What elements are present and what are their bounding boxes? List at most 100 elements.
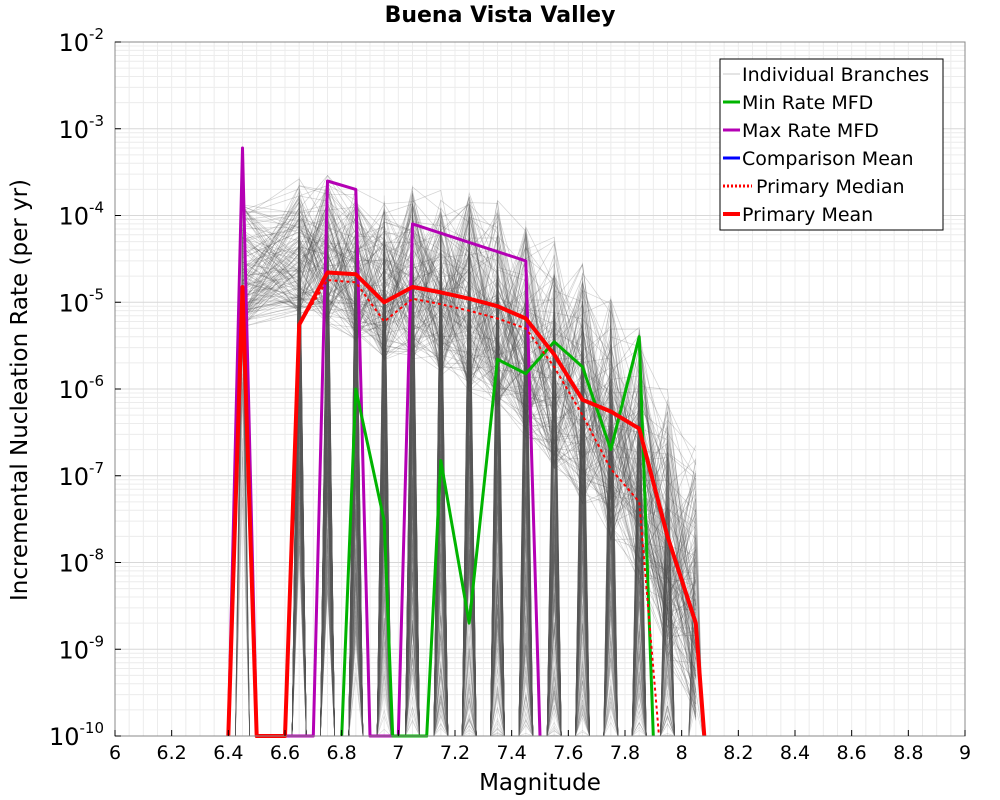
branch-line xyxy=(242,182,697,584)
branch-line xyxy=(242,245,696,615)
branch-line xyxy=(242,182,697,719)
branch-line xyxy=(242,183,697,677)
y-tick-label: 10-5 xyxy=(58,285,104,317)
branch-line xyxy=(242,226,697,621)
branch-line xyxy=(242,195,696,637)
branch-line xyxy=(242,236,697,633)
branch-line xyxy=(242,204,697,616)
y-tick-label: 10-9 xyxy=(58,632,104,664)
branch-line xyxy=(242,188,696,583)
branch-line xyxy=(242,247,697,500)
y-tick-base: 10 xyxy=(58,203,89,231)
branch-line xyxy=(242,221,697,623)
branch-line xyxy=(242,230,697,717)
y-tick-base: 10 xyxy=(58,29,89,57)
branch-line xyxy=(242,199,697,605)
y-tick-exponent: -3 xyxy=(89,112,104,130)
x-tick-label: 6.8 xyxy=(327,742,357,764)
branch-line xyxy=(242,229,697,619)
x-tick-label: 7.6 xyxy=(553,742,583,764)
branch-line xyxy=(242,194,697,699)
branch-line xyxy=(242,189,697,641)
branch-line xyxy=(242,202,697,697)
branch-line xyxy=(242,248,697,496)
y-tick-exponent: -6 xyxy=(89,372,104,390)
y-tick-label: 10-8 xyxy=(58,546,104,578)
branch-line xyxy=(242,236,697,597)
branch-line xyxy=(242,226,697,546)
branch-line xyxy=(242,204,697,660)
x-tick-label: 8.8 xyxy=(893,742,923,764)
y-axis-label: Incremental Nucleation Rate (per yr) xyxy=(7,179,33,601)
series-layer xyxy=(226,146,707,738)
y-tick-exponent: -5 xyxy=(89,285,104,303)
legend: Individual Branches Min Rate MFD Max Rate … xyxy=(719,58,944,231)
branch-line xyxy=(242,213,697,721)
branch-line xyxy=(242,203,697,575)
y-tick-label: 10-10 xyxy=(49,719,104,751)
branch-line xyxy=(242,199,696,628)
y-tick-exponent: -4 xyxy=(89,199,104,217)
branch-line xyxy=(242,217,696,574)
series-primary-mean xyxy=(226,270,707,738)
branch-line xyxy=(242,244,697,651)
branch-line xyxy=(242,203,697,512)
branch-line xyxy=(242,209,697,649)
x-tick-label: 8 xyxy=(676,742,688,764)
y-tick-exponent: -10 xyxy=(80,719,105,737)
y-tick-base: 10 xyxy=(49,723,80,751)
chart-title: Buena Vista Valley xyxy=(385,3,616,28)
x-tick-label: 9 xyxy=(959,742,971,764)
y-tick-base: 10 xyxy=(58,463,89,491)
branch-line xyxy=(242,204,697,583)
y-tick-base: 10 xyxy=(58,289,89,317)
branch-line xyxy=(242,202,697,595)
x-tick-label: 7.4 xyxy=(497,742,527,764)
x-tick-label: 7.8 xyxy=(610,742,640,764)
branch-line xyxy=(242,217,697,564)
branch-line xyxy=(242,285,697,649)
branch-line xyxy=(242,197,697,564)
branch-line xyxy=(242,210,696,664)
branch-line xyxy=(242,217,697,660)
grid xyxy=(114,42,966,737)
branch-line xyxy=(242,207,697,613)
y-tick-base: 10 xyxy=(58,636,89,664)
legend-label: Primary Median xyxy=(756,176,905,198)
branch-line xyxy=(242,206,697,644)
branch-line xyxy=(242,206,697,652)
branch-line xyxy=(242,246,697,606)
branch-line xyxy=(242,197,697,716)
branch-line xyxy=(242,243,697,709)
branch-line xyxy=(242,230,697,677)
branch-line xyxy=(242,204,697,670)
branch-line xyxy=(242,217,697,704)
branch-line xyxy=(242,200,697,635)
branch-line xyxy=(242,231,697,519)
legend-label: Max Rate MFD xyxy=(742,120,879,142)
x-tick-label: 6.2 xyxy=(157,742,187,764)
branch-line xyxy=(242,216,697,650)
legend-label: Comparison Mean xyxy=(742,148,914,170)
branch-line xyxy=(242,185,696,614)
branch-line xyxy=(242,186,697,628)
y-tick-label: 10-6 xyxy=(58,372,104,404)
x-axis-label: Magnitude xyxy=(479,770,601,796)
branch-line xyxy=(242,190,697,710)
branch-line xyxy=(242,174,697,679)
legend-box xyxy=(719,58,944,231)
branch-line xyxy=(242,200,697,718)
legend-label: Individual Branches xyxy=(742,64,929,86)
branch-line xyxy=(242,192,697,557)
branch-line xyxy=(242,203,697,714)
branch-line xyxy=(242,203,697,640)
y-tick-label: 10-3 xyxy=(58,112,104,144)
branch-line xyxy=(242,195,697,673)
legend-label: Min Rate MFD xyxy=(742,92,873,114)
branch-line xyxy=(242,233,697,681)
x-tick-label: 8.6 xyxy=(837,742,867,764)
series-primary-median xyxy=(227,279,660,737)
branch-line xyxy=(242,240,697,638)
branch-line xyxy=(242,200,697,636)
branch-line xyxy=(242,209,697,638)
